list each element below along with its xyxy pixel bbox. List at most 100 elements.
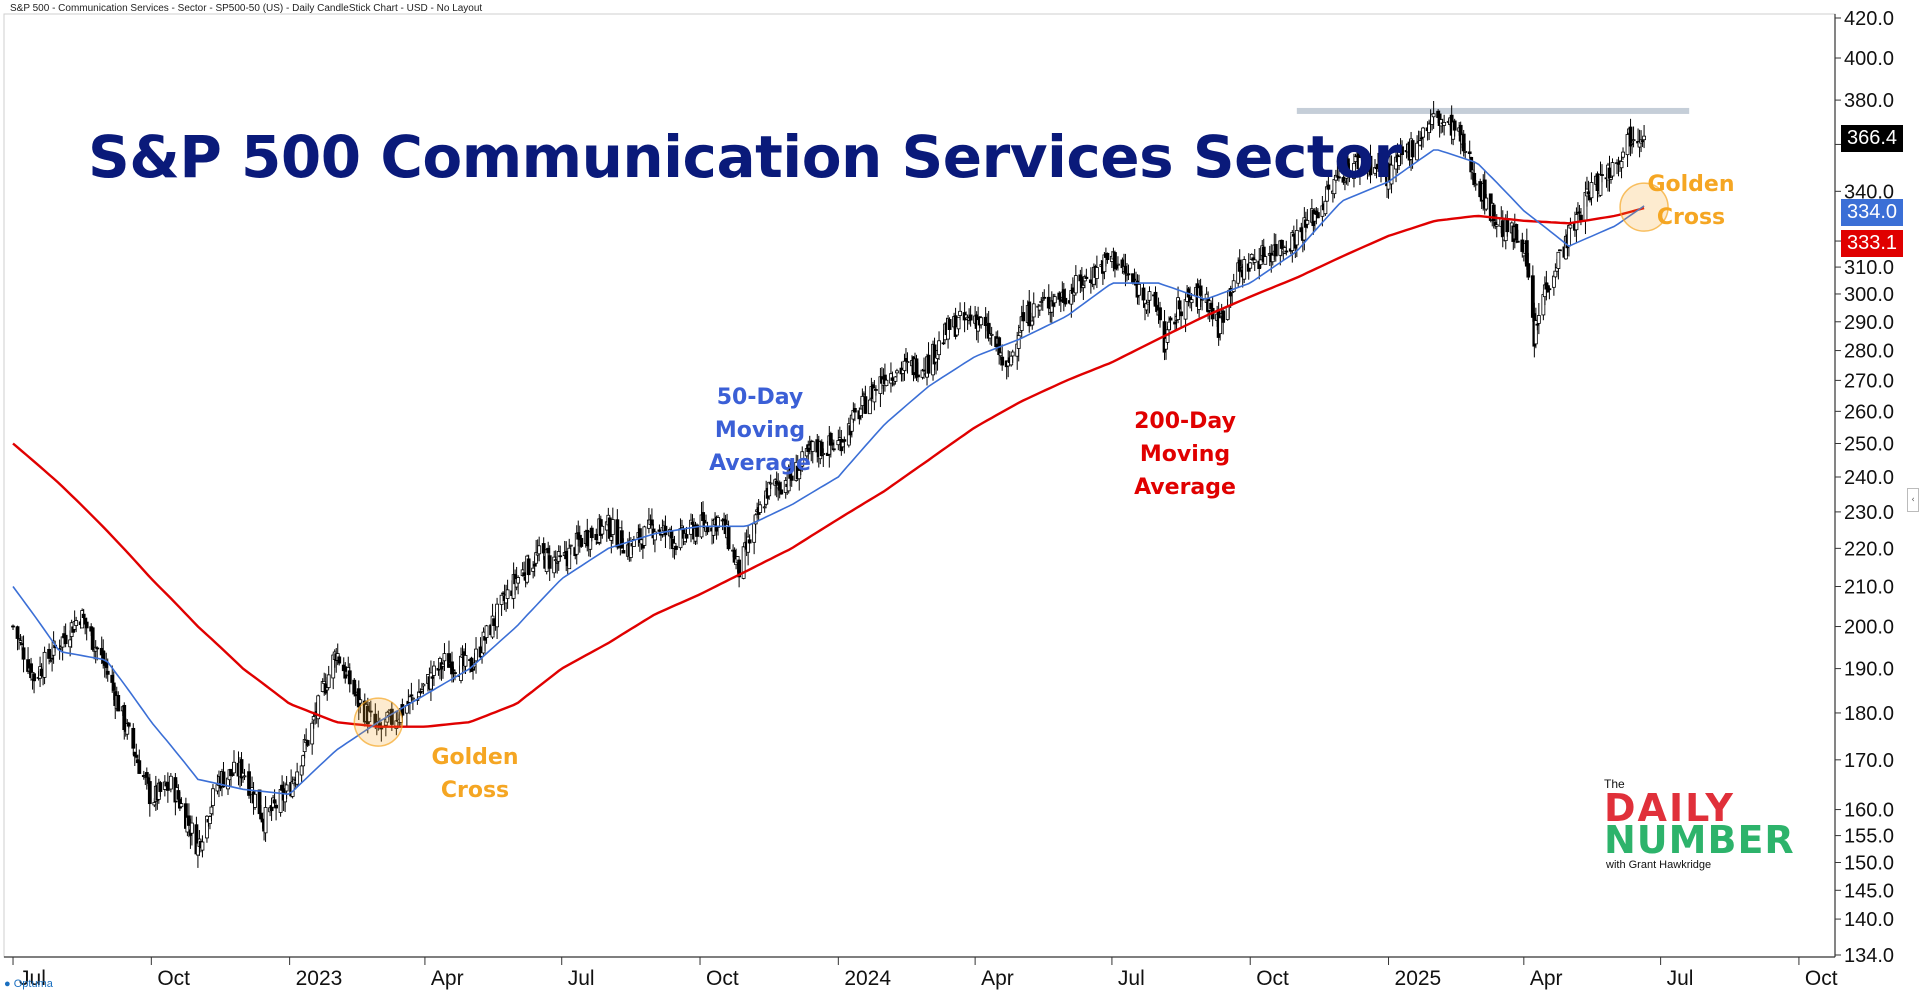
candle-body	[1218, 317, 1223, 335]
candle-body	[63, 634, 68, 645]
candle-body	[867, 399, 872, 415]
candle-body	[1368, 155, 1373, 176]
candle-body	[337, 656, 342, 664]
ma200-line	[12, 206, 1645, 728]
candle-body	[358, 699, 363, 704]
candle-body	[284, 784, 289, 792]
candle-body	[1467, 151, 1472, 154]
optuma-icon: ●	[4, 978, 11, 990]
candle-body	[32, 673, 36, 682]
candle-body	[1177, 300, 1182, 310]
candle-body	[305, 740, 310, 746]
golden-cross-marker	[353, 697, 404, 747]
candle-body	[232, 761, 236, 774]
candle-body	[779, 489, 784, 495]
golden-cross-marker	[1619, 182, 1669, 232]
chart-title: S&P 500 Communication Services Sector	[88, 123, 1402, 191]
candle-body	[105, 670, 110, 675]
candle-body	[242, 775, 247, 778]
candle-body	[400, 704, 405, 716]
y-tick-label: 134.0	[1844, 945, 1894, 967]
candle-body	[579, 537, 584, 547]
x-tick-label: Jul	[1667, 967, 1694, 990]
candle-body	[663, 525, 668, 536]
candle-body	[1347, 174, 1352, 178]
candle-body	[90, 627, 95, 650]
candle-body	[516, 577, 521, 584]
candle-body	[1526, 263, 1531, 278]
candle-body	[211, 788, 215, 806]
x-tick-label: Jul	[1118, 967, 1145, 990]
candle-body	[979, 317, 984, 326]
candle-body	[800, 451, 805, 467]
candle-body	[326, 674, 331, 688]
candle-body	[989, 333, 994, 336]
y-tick-label: 270.0	[1844, 370, 1894, 392]
candle-layer	[11, 100, 1646, 868]
candle-body	[1084, 276, 1089, 279]
candle-body	[147, 781, 152, 805]
candle-body	[1141, 287, 1146, 301]
candle-body	[95, 647, 100, 650]
resistance-band	[1296, 107, 1690, 114]
candle-body	[179, 803, 184, 808]
candle-body	[21, 647, 26, 660]
ma200-annotation-line1: 200-Day	[1134, 409, 1236, 434]
candle-body	[274, 804, 278, 809]
y-tick-label: 170.0	[1844, 750, 1894, 772]
candle-body	[884, 379, 889, 386]
candle-body	[1284, 250, 1289, 253]
candle-body	[537, 545, 542, 555]
ma50-layer	[12, 149, 1645, 796]
candle-body	[753, 514, 758, 525]
candle-body	[1116, 263, 1120, 266]
candle-body	[1294, 230, 1299, 246]
candle-body	[1242, 259, 1247, 280]
y-tick-label: 240.0	[1844, 467, 1894, 489]
candle-body	[1168, 317, 1173, 321]
candle-body	[42, 651, 47, 678]
candle-body	[409, 694, 414, 697]
y-tick-label: 200.0	[1844, 617, 1894, 639]
candle-body	[863, 396, 868, 414]
candle-body	[1442, 122, 1447, 126]
candle-body	[131, 727, 136, 749]
candle-body	[1000, 356, 1005, 366]
candle-body	[600, 525, 605, 535]
candle-body	[1415, 142, 1419, 161]
logo-with: with Grant Hawkridge	[1606, 859, 1712, 871]
candle-body	[505, 589, 510, 599]
candle-body	[1533, 320, 1538, 345]
candle-body	[116, 695, 121, 712]
candle-body	[653, 531, 657, 541]
candle-body	[1589, 182, 1594, 199]
candle-body	[893, 376, 898, 382]
logo-daily: DAILY	[1604, 786, 1735, 830]
x-tick-label: 2025	[1395, 967, 1442, 990]
candle-body	[1046, 296, 1051, 309]
y-tick-label: 420.0	[1844, 8, 1894, 30]
y-tick-label: 280.0	[1844, 341, 1894, 363]
candle-body	[1063, 297, 1068, 305]
candle-body	[1568, 224, 1573, 229]
candle-body	[594, 533, 599, 541]
candle-body	[301, 755, 306, 767]
candle-body	[1410, 140, 1415, 158]
candle-body	[1037, 305, 1042, 311]
candle-body	[1052, 296, 1057, 304]
y-tick-label: 220.0	[1844, 538, 1894, 560]
candle-body	[1352, 163, 1356, 179]
collapse-panel-chevron-icon[interactable]: ‹	[1907, 488, 1919, 512]
candle-body	[1263, 256, 1268, 265]
candle-body	[474, 648, 478, 662]
candle-body	[674, 545, 678, 550]
x-tick-label: Jul	[19, 967, 46, 990]
candle-body	[1619, 161, 1624, 169]
y-tick-label: 250.0	[1844, 434, 1894, 456]
candle-body	[1379, 161, 1383, 176]
candle-body	[1231, 280, 1236, 292]
candle-body	[610, 519, 615, 535]
candle-body	[958, 310, 962, 316]
